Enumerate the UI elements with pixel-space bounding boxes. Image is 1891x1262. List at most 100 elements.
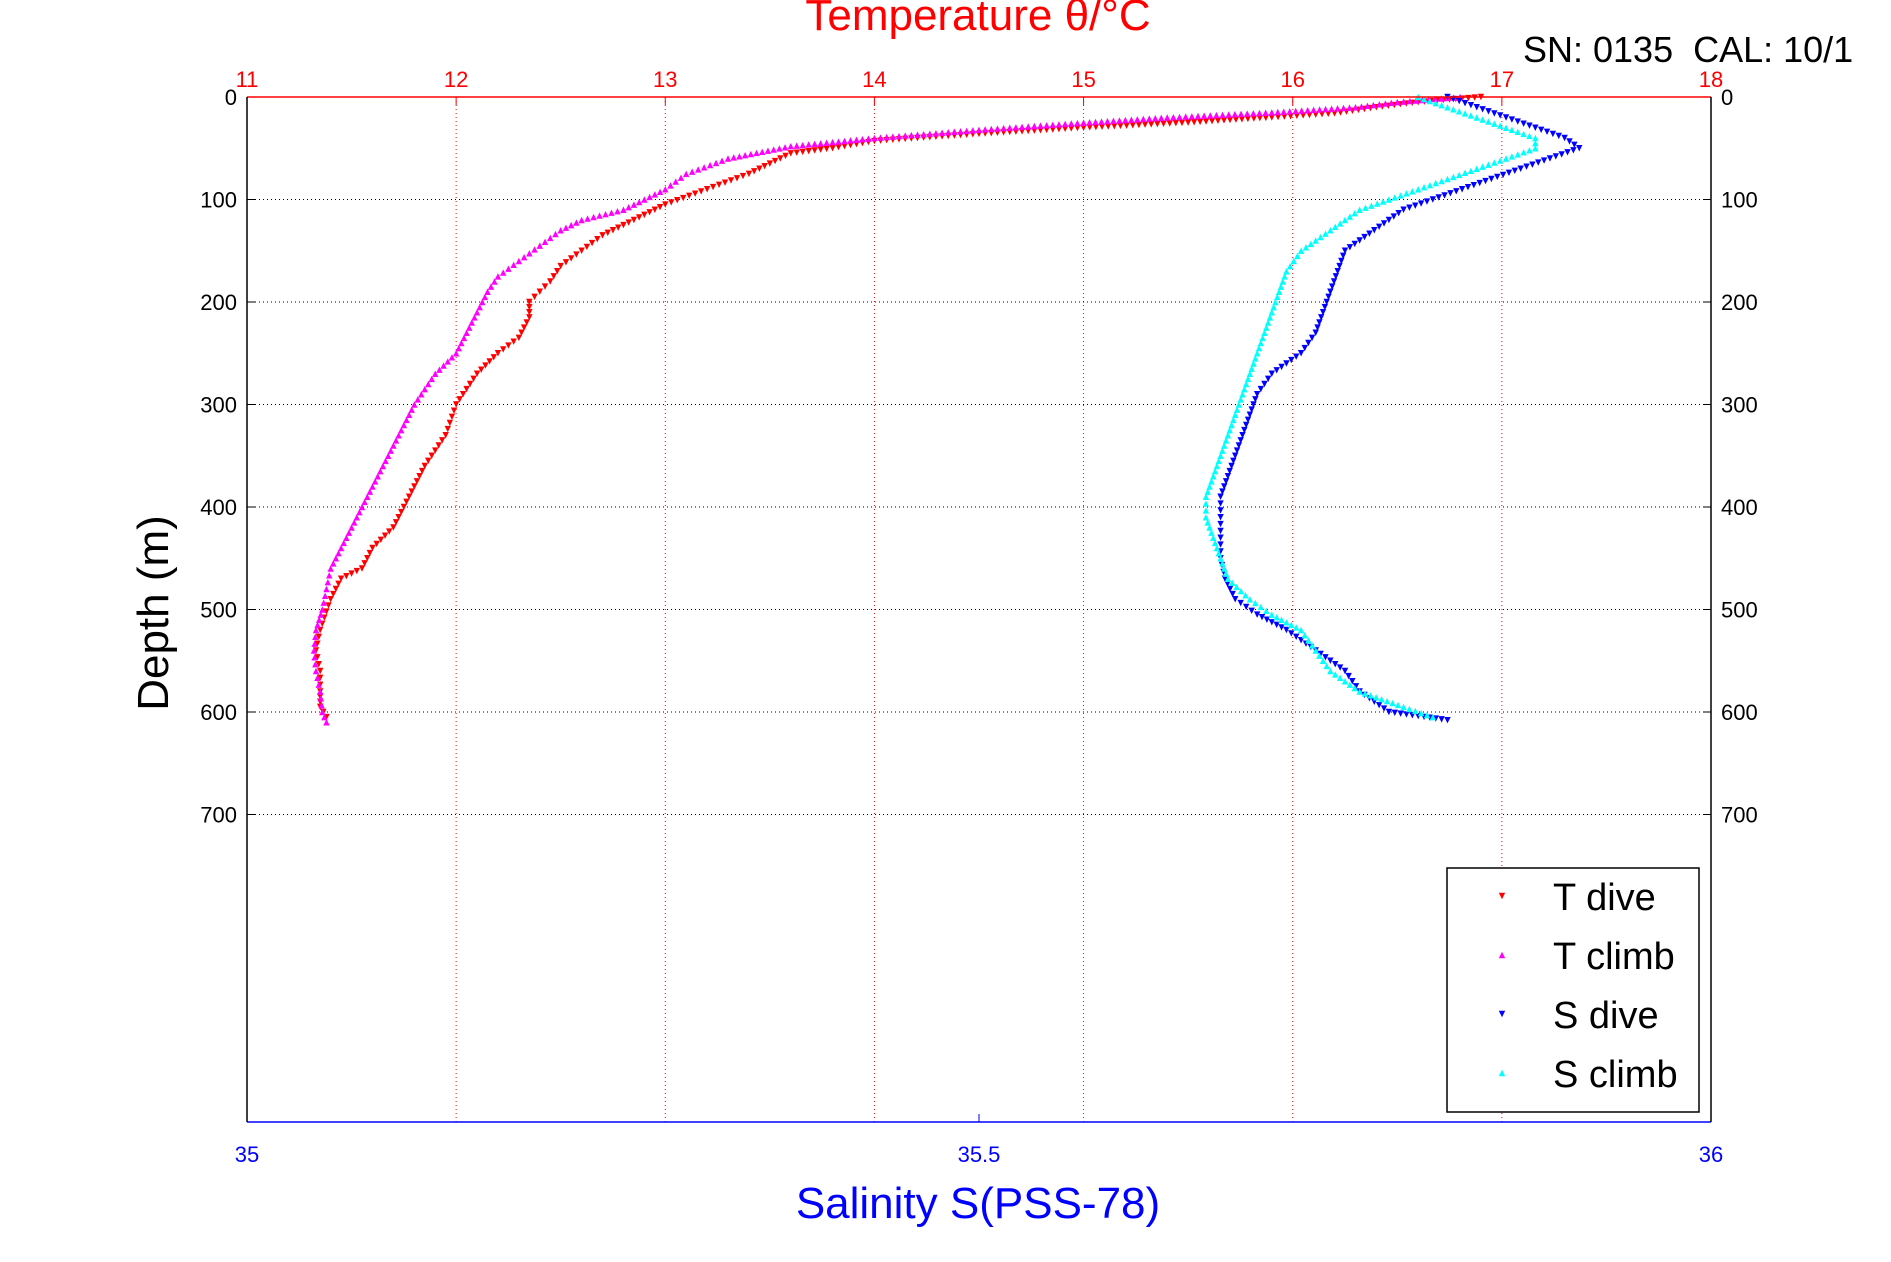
data-point (1297, 247, 1305, 254)
data-point (1237, 587, 1245, 595)
data-point (1429, 713, 1437, 721)
data-point (1055, 121, 1063, 128)
y-axis-label: Depth (m) (129, 515, 178, 711)
data-point (781, 144, 789, 151)
data-point (1286, 262, 1294, 270)
data-point (1325, 293, 1332, 301)
data-point (1334, 268, 1341, 275)
data-point (709, 183, 717, 191)
data-point (1423, 711, 1431, 719)
data-point (1479, 163, 1486, 170)
data-point (1182, 113, 1189, 120)
data-point (1250, 401, 1257, 408)
data-point (1255, 344, 1263, 352)
data-point (727, 177, 735, 184)
data-point (1238, 116, 1246, 123)
data-point (578, 247, 585, 254)
data-point (1092, 123, 1100, 131)
data-point (1281, 113, 1288, 120)
data-point (1219, 111, 1226, 118)
data-point (1268, 370, 1275, 377)
data-point (1268, 619, 1275, 626)
data-point (1217, 555, 1224, 562)
data-point (1297, 350, 1305, 357)
data-point (1202, 507, 1210, 514)
data-point (1229, 590, 1236, 598)
data-point (387, 447, 394, 454)
data-point (799, 141, 806, 149)
data-point (1248, 607, 1255, 614)
data-point (452, 350, 460, 357)
data-point (951, 128, 958, 135)
data-point (1270, 303, 1277, 311)
data-point (327, 596, 334, 603)
data-point (1532, 139, 1539, 147)
data-point (1262, 109, 1269, 116)
data-point (335, 580, 342, 588)
data-point (1140, 115, 1147, 123)
depth-tick-label-left: 700 (200, 803, 237, 828)
data-point (1356, 237, 1363, 244)
data-point (1220, 117, 1228, 124)
data-point (1217, 541, 1224, 548)
data-point (470, 375, 477, 383)
data-point (1316, 106, 1323, 113)
data-point (793, 142, 800, 149)
data-point (1242, 421, 1250, 429)
data-point (615, 224, 622, 231)
data-point (390, 442, 397, 449)
data-point (1356, 688, 1363, 695)
temperature-tick-label: 15 (1071, 67, 1095, 92)
legend-label: S climb (1553, 1054, 1678, 1096)
data-point (1176, 113, 1183, 121)
data-point (1441, 192, 1448, 199)
data-point (889, 133, 897, 140)
data-point (1314, 324, 1321, 331)
data-point (1341, 216, 1349, 224)
data-point (635, 214, 643, 221)
data-point (327, 565, 334, 572)
data-point (1356, 206, 1363, 213)
data-point (602, 210, 609, 218)
data-point (1116, 117, 1123, 124)
data-point (536, 242, 543, 249)
data-point (526, 314, 533, 321)
data-point (1233, 406, 1241, 413)
data-point (604, 229, 611, 237)
data-point (458, 339, 465, 347)
data-point (1400, 98, 1407, 105)
data-point (1241, 385, 1248, 393)
data-point (1409, 188, 1416, 195)
data-point (1068, 125, 1075, 132)
data-point (1327, 227, 1334, 234)
data-point (1346, 244, 1354, 251)
data-point (1400, 206, 1407, 213)
data-point (562, 259, 570, 266)
data-point (718, 157, 726, 164)
data-point (1232, 452, 1239, 459)
data-point (1250, 115, 1258, 122)
temperature-tick-label: 12 (444, 67, 468, 92)
data-point (787, 143, 794, 150)
data-point (325, 602, 332, 609)
data-point (1279, 278, 1286, 285)
data-point (1571, 141, 1578, 149)
data-point (620, 221, 627, 229)
data-point (446, 419, 454, 427)
data-point (1336, 664, 1344, 671)
data-point (487, 283, 495, 290)
data-point (1570, 147, 1577, 154)
data-point (1305, 339, 1312, 347)
data-point (1104, 123, 1112, 130)
data-point (1341, 678, 1349, 685)
data-point (515, 257, 523, 265)
data-point (1215, 457, 1222, 465)
data-point (314, 654, 321, 661)
data-point (494, 350, 502, 357)
data-point (1219, 560, 1226, 567)
data-point (1208, 478, 1215, 485)
data-point (793, 149, 800, 156)
data-point (573, 251, 580, 258)
data-point (1467, 112, 1475, 119)
data-point (536, 288, 543, 295)
